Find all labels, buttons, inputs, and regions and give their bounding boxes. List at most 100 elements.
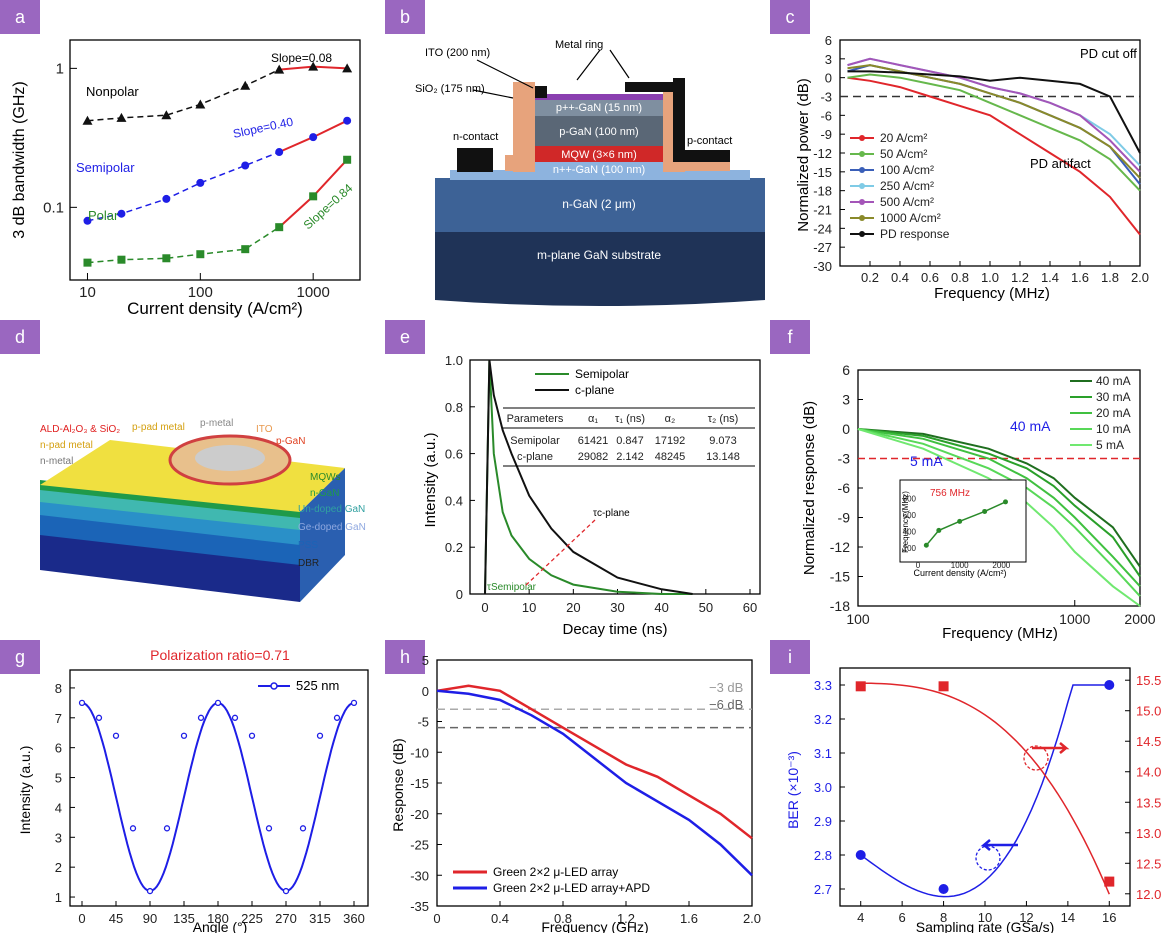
f-legend-item: 10 mA	[1096, 422, 1131, 436]
i-y2tick-label: 12.0	[1136, 887, 1161, 902]
panel-badge-e: e	[385, 320, 425, 354]
panel-badge-a: a	[0, 0, 40, 34]
c-legend-marker	[859, 183, 865, 189]
g-point	[299, 825, 307, 832]
e-table-header: α₂	[665, 413, 676, 425]
i-xtick-label: 4	[857, 910, 864, 925]
g-ytick-label: 4	[55, 800, 62, 815]
h-ytick-label: 5	[422, 653, 429, 668]
i-y2tick-label: 13.5	[1136, 795, 1161, 810]
g-point	[214, 699, 222, 707]
e-ytick-label: 0.8	[445, 400, 463, 415]
c-ytick-label: -6	[820, 108, 832, 123]
a-series-dashed	[87, 226, 280, 264]
h-xtick-label: 1.6	[680, 911, 698, 926]
e-xtick-label: 30	[610, 600, 624, 615]
i-y2tick-label: 15.0	[1136, 704, 1161, 719]
a-point	[82, 115, 93, 125]
f-ytick-label: -18	[830, 598, 850, 614]
b-label-substrate: m-plane GaN substrate	[537, 248, 661, 262]
g-point	[146, 887, 154, 895]
c-ytick-label: -21	[813, 203, 832, 218]
c-xtick-label: 1.4	[1041, 270, 1059, 285]
f-inset-note: 756 MHz	[930, 488, 970, 499]
i-y2tick-label: 14.5	[1136, 734, 1161, 749]
c-legend-marker	[859, 231, 865, 237]
h-ref-6db: −6 dB	[709, 697, 743, 712]
c-xtick-label: 2.0	[1131, 270, 1149, 285]
f-inset-ytick: 600	[903, 511, 917, 520]
e-series-line	[484, 359, 693, 595]
g-point	[112, 732, 120, 739]
d-label-p-pad-metal: p-pad metal	[132, 422, 185, 433]
g-point	[129, 825, 137, 832]
e-table-header: Parameters	[507, 413, 564, 425]
f-inset-point	[923, 542, 929, 548]
c-annotation-artifact: PD artifact	[1030, 156, 1091, 171]
g-point	[333, 714, 341, 721]
g-ytick-label: 5	[55, 771, 62, 786]
panel-badge-c: c	[770, 0, 810, 34]
a-point	[162, 254, 171, 263]
c-ytick-label: -15	[813, 165, 832, 180]
f-ytick-label: 0	[842, 421, 850, 437]
g-xtick-label: 0	[78, 911, 85, 926]
i-xtick-label: 14	[1061, 910, 1075, 925]
a-point	[309, 192, 318, 201]
b-label-sio2: SiO₂ (175 nm)	[415, 83, 485, 95]
d-label-p-gan: p-GaN	[276, 436, 305, 447]
a-point	[240, 80, 251, 90]
c-ytick-label: -12	[813, 146, 832, 161]
f-inset-xlabel: Current density (A/cm²)	[913, 568, 1006, 578]
c-xtick-label: 1.8	[1101, 270, 1119, 285]
i-ber-point	[855, 850, 866, 860]
c-annotation-cutoff: PD cut off	[1080, 46, 1137, 61]
a-point	[117, 255, 126, 264]
g-xtick-label: 45	[109, 911, 123, 926]
f-ann-5ma: 5 mA	[910, 453, 943, 469]
h-series-line	[436, 684, 753, 840]
g-point	[180, 732, 188, 739]
g-xtick-label: 315	[309, 911, 331, 926]
e-table-cell: Semipolar	[510, 435, 560, 447]
h-ytick-label: -35	[410, 899, 429, 914]
g-xtick-label: 135	[173, 911, 195, 926]
h-series-line	[436, 689, 753, 877]
e-legend-semipolar: Semipolar	[575, 367, 629, 381]
a-point	[275, 148, 284, 157]
e-ylabel: Intensity (a.u.)	[422, 432, 439, 527]
c-ytick-label: 0	[825, 71, 832, 86]
c-ytick-label: -30	[813, 259, 832, 274]
d-label-dbr: DBR	[298, 558, 319, 569]
i-xtick-label: 6	[899, 910, 906, 925]
panel-badge-h: h	[385, 640, 425, 674]
i-ytick-label: 3.1	[814, 746, 832, 761]
c-xtick-label: 1.0	[981, 270, 999, 285]
g-xtick-label: 90	[143, 911, 157, 926]
a-point	[343, 116, 352, 125]
h-ytick-label: -30	[410, 868, 429, 883]
i-y2tick-label: 14.0	[1136, 765, 1161, 780]
i-ytick-label: 2.8	[814, 848, 832, 863]
c-legend-item: 1000 A/cm²	[880, 211, 941, 225]
i-ber-point	[938, 884, 949, 894]
f-series-line	[857, 428, 1141, 597]
panel-i-chart: 3.3 3.2 3.1 3.0 2.9 2.8 2.7 15.5 15.0 14.5 14.0 13.…	[785, 667, 1161, 933]
f-inset-xtick: 2000	[992, 561, 1010, 570]
e-table-cell: c-plane	[517, 451, 553, 463]
f-ylabel: Normalized response (dB)	[801, 401, 818, 575]
f-series-line	[857, 428, 1141, 587]
f-xtick-label: 1000	[1059, 611, 1090, 627]
a-xtick-label: 100	[188, 284, 213, 301]
h-ytick-label: -25	[410, 838, 429, 853]
c-xtick-label: 0.6	[921, 270, 939, 285]
c-legend-item: 100 A/cm²	[880, 163, 934, 177]
g-point	[163, 825, 171, 832]
h-xlabel: Frequency (GHz)	[541, 919, 648, 933]
f-ytick-label: -9	[838, 510, 851, 526]
i-ytick-label: 2.7	[814, 882, 832, 897]
d-label-pss: PSS	[298, 540, 318, 551]
a-point	[195, 99, 206, 109]
e-xtick-label: 0	[481, 600, 488, 615]
d-label-n-gan: n-GaN	[310, 488, 339, 499]
